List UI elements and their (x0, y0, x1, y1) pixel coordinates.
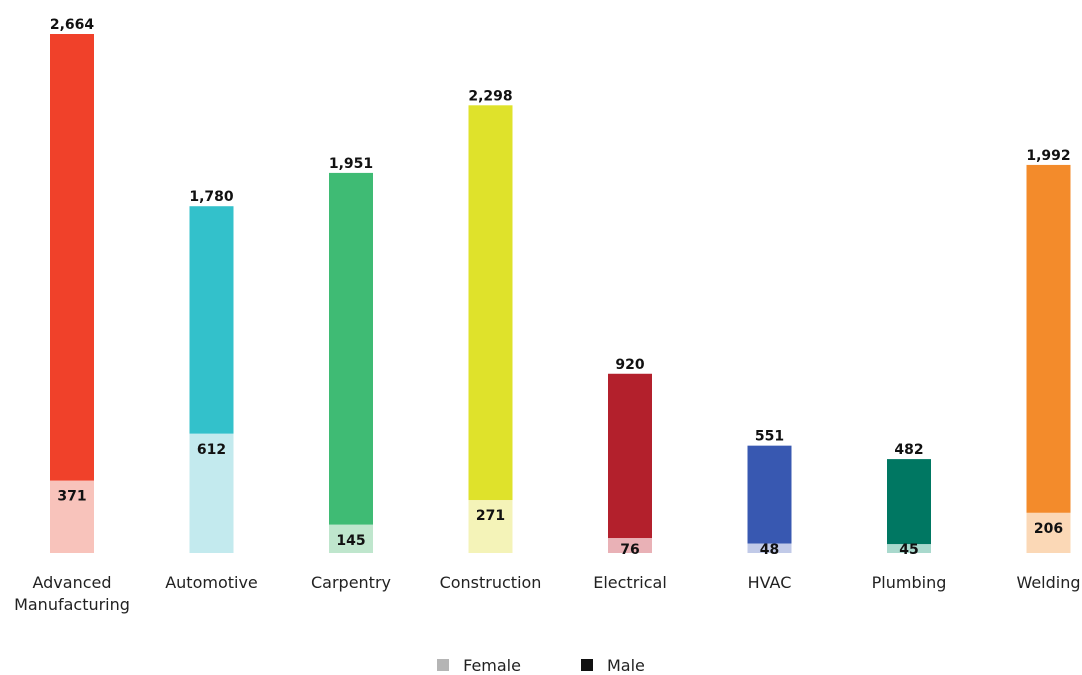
category-label-line: Construction (440, 573, 542, 592)
bar-male-2 (329, 172, 373, 525)
female-label-1: 612 (197, 442, 226, 458)
total-label-0: 2,664 (50, 17, 95, 33)
bar-female-2 (329, 524, 373, 553)
total-label-1: 1,780 (189, 189, 234, 205)
bar-female-5 (747, 543, 792, 553)
total-label-3: 2,298 (468, 88, 512, 104)
bar-female-3 (468, 500, 513, 553)
category-label-line: Automotive (165, 573, 258, 592)
bar-male-3 (468, 105, 513, 501)
legend-item-female: Female (437, 656, 521, 675)
bar-male-0 (50, 34, 94, 481)
legend-swatch-male (580, 659, 593, 671)
bar-male-1 (189, 206, 234, 434)
legend-label-male: Male (606, 655, 645, 675)
total-label-5: 551 (755, 429, 784, 445)
bar-female-7 (1026, 512, 1071, 553)
category-label-4: Electrical (593, 573, 667, 592)
category-label-line: Plumbing (872, 573, 947, 592)
female-label-6: 45 (899, 542, 918, 558)
bar-female-6 (887, 544, 931, 553)
category-label-line: HVAC (748, 573, 792, 592)
category-label-2: Carpentry (311, 573, 391, 592)
female-label-0: 371 (57, 489, 86, 505)
bar-male-5 (747, 445, 792, 544)
category-label-7: Welding (1016, 573, 1080, 592)
legend-item-male: Male (580, 655, 645, 675)
bar-male-7 (1026, 164, 1071, 513)
category-label-1: Automotive (165, 573, 258, 592)
bar-female-1 (189, 433, 234, 553)
category-label-line: Advanced (32, 573, 111, 592)
bar-male-6 (887, 459, 931, 545)
legend-swatch-female (437, 659, 450, 671)
legend: Female Male (0, 655, 1082, 675)
category-label-line: Electrical (593, 573, 667, 592)
female-label-4: 76 (620, 542, 639, 558)
stacked-bar-chart: 2,664 371 Advanced Manufacturing 1,780 612 Aut… (14, 17, 1080, 614)
category-label-line: Carpentry (311, 573, 391, 592)
category-label-line: Welding (1016, 573, 1080, 592)
female-label-3: 271 (476, 508, 505, 524)
bar-male-4 (608, 373, 652, 539)
female-label-2: 145 (336, 533, 365, 549)
bar-female-4 (608, 538, 652, 553)
total-label-6: 482 (894, 442, 923, 458)
female-label-5: 48 (760, 542, 779, 558)
female-label-7: 206 (1034, 521, 1063, 537)
bar-female-0 (50, 480, 94, 553)
category-label-6: Plumbing (872, 573, 947, 592)
total-label-4: 920 (615, 357, 644, 373)
category-label-5: HVAC (748, 573, 792, 592)
category-label-line: Manufacturing (14, 595, 130, 614)
category-label-0: Advanced Manufacturing (14, 573, 130, 614)
legend-label-female: Female (463, 655, 521, 675)
total-label-7: 1,992 (1026, 148, 1070, 164)
category-label-3: Construction (440, 573, 542, 592)
total-label-2: 1,951 (329, 156, 373, 172)
